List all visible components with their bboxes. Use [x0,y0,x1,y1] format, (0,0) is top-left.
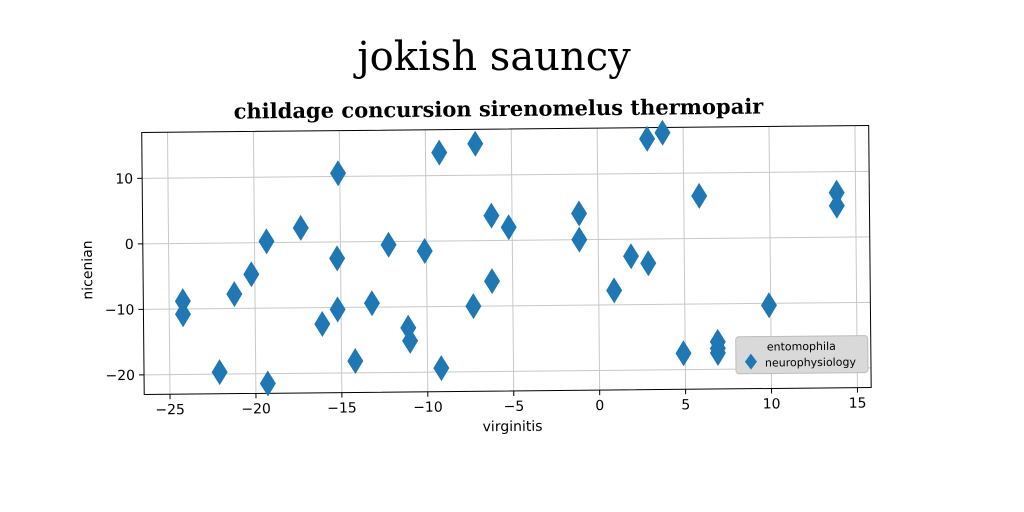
legend-marker-icon [744,353,757,370]
y-tick-label: 10 [115,171,133,187]
scatter-point [828,179,845,206]
scatter-point [675,340,692,367]
scatter-point [174,288,191,315]
x-gridline [166,132,171,395]
y-gridline [142,170,870,179]
scatter-point [259,370,276,397]
scatter-point [380,231,397,258]
x-tick-label: 10 [763,396,781,412]
x-gridline [510,128,515,391]
scatter-point [226,281,243,308]
scatter-point [258,228,275,255]
scatter-point [431,139,448,166]
scatter-point [760,292,777,319]
scatter-point [329,296,346,323]
x-tick-label: −15 [327,400,357,416]
x-tick-label: 5 [681,397,690,413]
x-tick-label: −25 [155,402,185,418]
scatter-point [433,355,450,382]
scatter-point [330,160,347,187]
y-tick-label: −10 [105,302,135,318]
x-gridline [596,128,601,391]
y-gridline [143,301,871,310]
x-tick-label: −10 [413,400,443,416]
scatter-point [329,245,346,272]
scatter-point [347,348,364,375]
scatter-point [416,237,433,264]
x-tick-label: 15 [849,396,867,412]
scatter-point [500,214,517,241]
chart-title: childage concursion sirenomelus thermopa… [234,94,765,124]
legend-entry-label: neurophysiology [765,356,857,370]
y-axis-label: nicenian [80,240,97,299]
scatter-point [606,277,623,304]
scatter-point [292,214,309,241]
legend-box [735,335,869,375]
plot-group: childage concursion sirenomelus thermopa… [80,94,872,436]
scatter-point [571,200,588,227]
legend: entomophila neurophysiology [735,335,869,375]
scatter-point [465,293,482,320]
x-tick-label: −20 [241,401,271,417]
scatter-point [623,243,640,270]
scatter-point [691,182,708,209]
plot-frame [141,125,872,396]
points-layer [174,119,845,397]
x-gridline [252,131,257,394]
scatter-point [483,202,500,229]
x-axis-label: virginitis [483,419,543,436]
scatter-point [571,226,588,253]
scatter-point [484,268,501,295]
scatter-point [402,327,419,354]
scatter-point [467,130,484,157]
x-tick-label: 0 [595,398,604,414]
tick-layer: −25 −20 −15 −10 −5 0 5 10 15 −20 −10 0 10 [105,171,867,418]
scatter-point [211,359,228,386]
scatter-point [639,125,656,152]
scatter-point [654,119,671,146]
page-title: jokish sauncy [353,34,631,80]
y-tick-label: 0 [125,237,134,253]
scatter-point [709,339,726,366]
scatter-point [363,290,380,317]
y-tick-label: −20 [105,368,135,384]
scatter-point [314,311,331,338]
legend-title: entomophila [767,340,836,354]
scatter-point [640,250,657,277]
scatter-point [243,261,260,288]
x-tick-label: −5 [503,399,524,415]
